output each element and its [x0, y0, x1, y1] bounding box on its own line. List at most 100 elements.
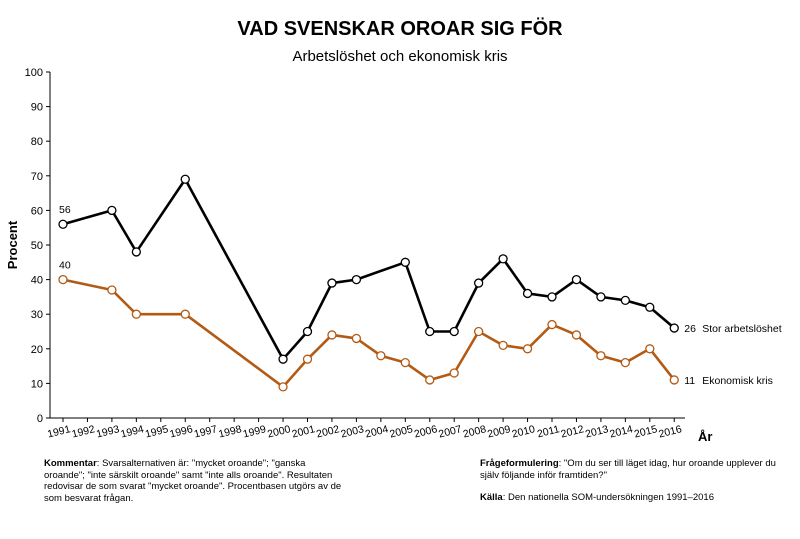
y-tick-label: 70 — [31, 171, 43, 183]
x-tick-label: 2008 — [462, 423, 488, 440]
data-point — [645, 344, 655, 354]
x-tick-label: 2003 — [340, 423, 366, 440]
data-point — [620, 295, 630, 306]
series-line — [62, 278, 676, 389]
x-tick-label: 1992 — [71, 423, 97, 440]
first-value-label: 40 — [59, 260, 71, 272]
data-point — [302, 354, 313, 364]
y-tick-label: 10 — [31, 378, 43, 390]
x-tick-label: 2000 — [266, 423, 292, 440]
comment-label: Kommentar — [44, 458, 97, 469]
data-point — [571, 330, 582, 340]
data-point — [498, 254, 508, 264]
y-tick-label: 60 — [31, 205, 43, 217]
y-tick-label: 80 — [31, 136, 43, 148]
first-value-label: 56 — [59, 204, 71, 216]
x-tick-label: 2001 — [291, 423, 317, 440]
comment-text: : Svarsalternativen är: "mycket oroande"… — [44, 458, 342, 504]
x-tick-label: 2013 — [584, 423, 610, 440]
question-text: : "Om du ser till läget idag, hur oroand… — [480, 458, 776, 481]
data-point — [425, 375, 435, 385]
data-point — [596, 292, 606, 302]
data-point — [400, 357, 410, 368]
chart-axes: 0102030405060708090100199119921993199419… — [25, 67, 685, 441]
data-point — [669, 375, 679, 385]
x-tick-label: 2002 — [315, 423, 341, 440]
data-point — [449, 326, 459, 337]
data-point — [645, 302, 655, 312]
series-line — [62, 177, 676, 361]
source-text: : Den nationella SOM-undersökningen 1991… — [502, 492, 714, 503]
data-point — [522, 288, 533, 299]
data-point — [473, 278, 484, 288]
data-point — [425, 326, 435, 337]
y-tick-label: 30 — [31, 309, 43, 321]
data-point — [449, 368, 459, 378]
data-point — [596, 351, 606, 361]
data-point — [498, 340, 508, 350]
y-tick-label: 100 — [25, 67, 43, 79]
data-point — [58, 274, 68, 285]
footnote-question: Frågeformulering: "Om du ser till läget … — [480, 458, 790, 481]
series-ekonomisk-kris: 40 11 Ekonomisk kris — [58, 260, 773, 392]
y-axis-label: Procent — [5, 220, 20, 269]
last-value-label: 26 — [684, 323, 696, 335]
x-tick-label: 1995 — [144, 423, 170, 440]
data-point — [400, 257, 410, 267]
x-tick-label: 2009 — [486, 423, 512, 440]
x-tick-label: 1997 — [193, 423, 219, 440]
data-point — [327, 330, 337, 340]
x-tick-label: 2004 — [364, 423, 390, 440]
x-tick-label: 1998 — [217, 423, 243, 440]
y-tick-label: 20 — [31, 344, 43, 356]
series-name-label: Ekonomisk kris — [702, 375, 773, 387]
data-point — [131, 247, 142, 257]
data-point — [180, 309, 190, 319]
data-point — [669, 323, 679, 333]
series-name-label: Stor arbetslöshet — [702, 323, 781, 335]
data-point — [351, 333, 362, 344]
x-tick-label: 2014 — [609, 423, 635, 440]
y-tick-label: 50 — [31, 240, 43, 252]
data-point — [58, 219, 68, 229]
y-tick-label: 0 — [37, 413, 43, 425]
data-point — [571, 274, 582, 285]
x-tick-label: 2006 — [413, 423, 439, 440]
question-label: Frågeformulering — [480, 458, 559, 469]
last-value-label: 11 — [684, 375, 695, 387]
data-point — [327, 278, 337, 288]
x-tick-label: 1996 — [168, 423, 194, 440]
x-tick-label: 2016 — [657, 423, 683, 440]
data-point — [522, 344, 533, 354]
chart-series: 56 26 Stor arbetslöshet 40 11 Ekonomisk kris — [58, 174, 782, 392]
x-tick-label: 2005 — [388, 423, 414, 440]
chart-title: VAD SVENSKAR OROAR SIG FÖR — [237, 18, 563, 40]
footnote-comment: Kommentar: Svarsalternativen är: "mycket… — [44, 458, 344, 504]
y-tick-label: 40 — [31, 275, 43, 287]
chart-subtitle: Arbetslöshet och ekonomisk kris — [292, 48, 508, 65]
y-tick-label: 90 — [31, 102, 43, 114]
data-point — [547, 292, 557, 302]
x-tick-label: 1999 — [242, 423, 268, 440]
data-point — [473, 326, 484, 337]
data-point — [620, 357, 630, 368]
data-point — [547, 319, 557, 330]
data-point — [278, 382, 288, 392]
x-tick-label: 1993 — [95, 423, 121, 440]
data-point — [278, 354, 288, 364]
series-stor-arbetsloshet: 56 26 Stor arbetslöshet — [58, 174, 782, 364]
data-point — [107, 285, 117, 295]
footnote-source: Källa: Den nationella SOM-undersökningen… — [480, 492, 790, 504]
data-point — [131, 309, 142, 319]
data-point — [302, 326, 313, 337]
x-axis-label: År — [698, 429, 712, 444]
data-point — [107, 205, 117, 216]
x-tick-label: 1994 — [120, 423, 146, 440]
data-point — [351, 274, 362, 285]
x-tick-label: 2011 — [536, 423, 561, 440]
x-tick-label: 2015 — [633, 423, 659, 440]
data-point — [180, 174, 190, 184]
x-tick-label: 2012 — [560, 423, 586, 440]
x-tick-label: 2010 — [511, 423, 537, 440]
